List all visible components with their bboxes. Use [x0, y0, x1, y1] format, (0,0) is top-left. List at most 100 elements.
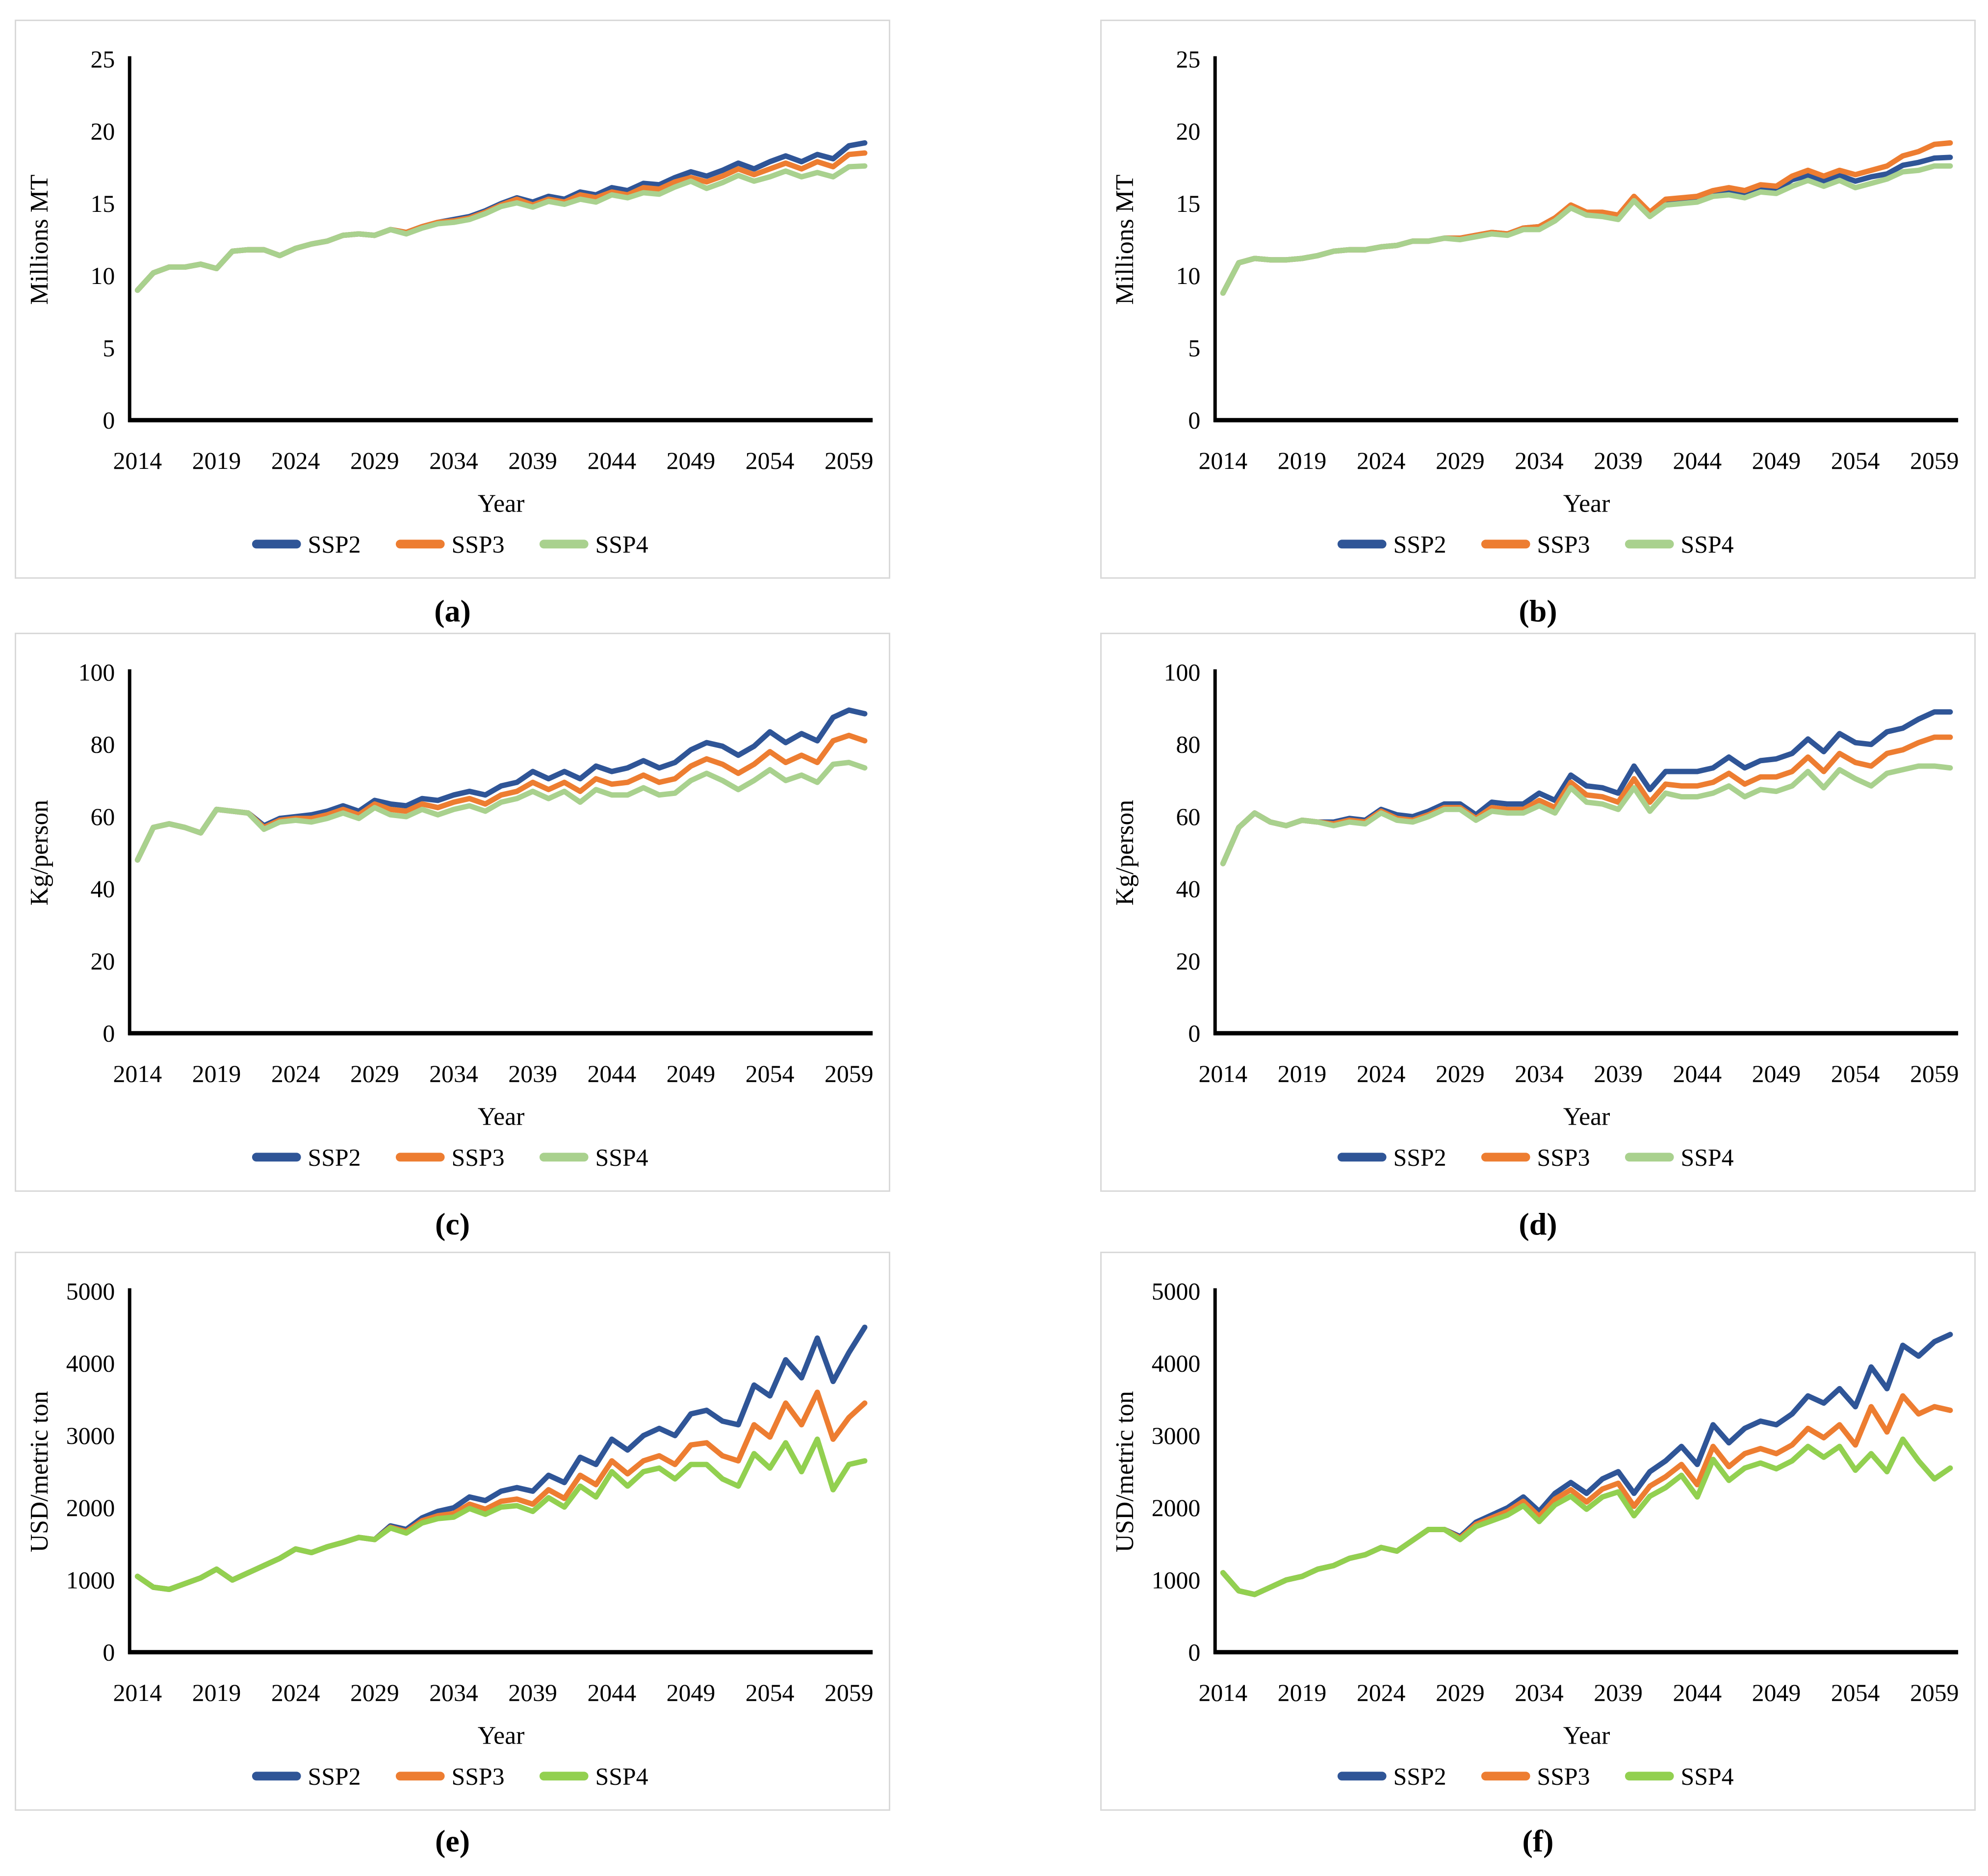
- legend-swatch-SSP3: [1481, 1772, 1530, 1781]
- chart-panel-d: 0 20 40 60 80 100 2014 2019 2024 2029 2034 2039 2044…: [1100, 633, 1976, 1192]
- legend-label-SSP4: SSP4: [595, 531, 648, 558]
- legend-swatch-SSP4: [539, 540, 589, 549]
- x-tick-label: 2019: [192, 1679, 241, 1706]
- series-line-SSP3: [1220, 140, 1953, 296]
- y-tick-label: 0: [103, 1020, 115, 1047]
- series-line-SSP4: [1220, 163, 1953, 296]
- x-axis-title: Year: [1563, 1722, 1610, 1750]
- x-axis-title: Year: [478, 490, 524, 518]
- x-tick-label: 2034: [429, 1060, 478, 1087]
- x-tick-label: 2024: [271, 447, 320, 474]
- chart-panel-f: 0 1000 2000 3000 4000 5000 2014 2019 2024 2029 203…: [1100, 1252, 1976, 1811]
- legend-swatch-SSP4: [539, 1772, 589, 1781]
- legend-label-SSP2: SSP2: [308, 1763, 361, 1790]
- x-tick-label: 2044: [587, 1060, 636, 1087]
- x-tick-label: 2024: [271, 1679, 320, 1706]
- line-chart-d: 0 20 40 60 80 100 2014 2019 2024 2029 2034 2039 2044…: [1111, 659, 1959, 1171]
- x-tick-label: 2014: [113, 447, 162, 474]
- x-tick-label: 2034: [1515, 1060, 1564, 1087]
- y-tick-label: 10: [1176, 262, 1201, 289]
- legend-label-SSP4: SSP4: [1681, 531, 1734, 558]
- legend-label-SSP3: SSP3: [452, 1763, 505, 1790]
- x-tick-label: 2054: [1831, 1060, 1880, 1087]
- y-axis-title: Kg/person: [1111, 800, 1139, 906]
- legend-swatch-SSP2: [252, 1772, 301, 1781]
- y-tick-label: 0: [103, 1639, 115, 1666]
- y-tick-label: 60: [91, 803, 115, 830]
- line-chart-b: 0 5 10 15 20 25 2014 2019 2024 2029 2034 2039 2044 20…: [1111, 46, 1959, 558]
- chart-panel-e: 0 1000 2000 3000 4000 5000 2014 2019 2024 2029 203…: [15, 1252, 890, 1811]
- y-tick-label: 25: [1176, 46, 1201, 73]
- chart-panel-c: 0 20 40 60 80 100 2014 2019 2024 2029 2034 2039 2044…: [15, 633, 890, 1192]
- chart-caption-f: (f): [1522, 1824, 1554, 1858]
- series-line-SSP4: [1220, 1436, 1953, 1597]
- legend-swatch-SSP2: [1337, 1772, 1387, 1781]
- legend-label-SSP3: SSP3: [452, 1144, 505, 1171]
- y-tick-label: 20: [1176, 948, 1201, 975]
- x-tick-label: 2039: [508, 1060, 557, 1087]
- legend-swatch-SSP4: [539, 1153, 589, 1162]
- x-tick-label: 2029: [1436, 1679, 1485, 1706]
- legend-swatch-SSP2: [1337, 1153, 1387, 1162]
- x-tick-label: 2034: [1515, 447, 1564, 474]
- y-tick-label: 20: [91, 948, 115, 975]
- legend-label-SSP3: SSP3: [1537, 1763, 1590, 1790]
- legend-swatch-SSP2: [252, 1153, 301, 1162]
- x-tick-label: 2054: [746, 1060, 795, 1087]
- y-tick-label: 40: [91, 875, 115, 902]
- legend-label-SSP2: SSP2: [308, 1144, 361, 1171]
- x-tick-label: 2044: [1673, 447, 1722, 474]
- legend-swatch-SSP2: [1337, 540, 1387, 549]
- legend-label-SSP4: SSP4: [1681, 1763, 1734, 1790]
- x-tick-label: 2014: [113, 1060, 162, 1087]
- x-tick-label: 2054: [1831, 1679, 1880, 1706]
- y-tick-label: 0: [103, 407, 115, 434]
- series-line-SSP4: [1220, 763, 1953, 867]
- x-axis-title: Year: [478, 1103, 524, 1131]
- x-tick-label: 2034: [429, 447, 478, 474]
- legend-swatch-SSP3: [1481, 1153, 1530, 1162]
- legend-label-SSP3: SSP3: [1537, 1144, 1590, 1171]
- x-tick-label: 2019: [1278, 1679, 1327, 1706]
- y-tick-label: 15: [91, 190, 115, 217]
- x-tick-label: 2059: [825, 447, 874, 474]
- x-tick-label: 2049: [667, 447, 716, 474]
- x-tick-label: 2039: [508, 1679, 557, 1706]
- legend-label-SSP2: SSP2: [1393, 1144, 1446, 1171]
- series-line-SSP4: [134, 163, 868, 293]
- series-line-SSP4: [134, 1436, 868, 1593]
- x-tick-label: 2049: [1752, 1679, 1801, 1706]
- y-tick-label: 0: [1188, 1639, 1200, 1666]
- x-tick-label: 2019: [1278, 447, 1327, 474]
- series-line-SSP2: [1220, 154, 1953, 296]
- x-tick-label: 2059: [1910, 1060, 1959, 1087]
- x-tick-label: 2059: [1910, 1679, 1959, 1706]
- series-line-SSP2: [1220, 1332, 1953, 1597]
- chart-caption-a: (a): [434, 593, 471, 628]
- x-tick-label: 2049: [1752, 447, 1801, 474]
- y-axis-title: Kg/person: [26, 800, 53, 906]
- legend-label-SSP3: SSP3: [1537, 531, 1590, 558]
- series-line-SSP3: [134, 732, 868, 863]
- x-axis-title: Year: [478, 1722, 524, 1750]
- y-tick-label: 2000: [1152, 1494, 1201, 1521]
- series-line-SSP2: [1220, 709, 1953, 867]
- y-tick-label: 60: [1176, 803, 1201, 830]
- chart-panel-b: 0 5 10 15 20 25 2014 2019 2024 2029 2034 2039 2044 20…: [1100, 20, 1976, 579]
- x-tick-label: 2054: [1831, 447, 1880, 474]
- x-tick-label: 2029: [1436, 447, 1485, 474]
- y-tick-label: 4000: [1152, 1350, 1201, 1377]
- legend-swatch-SSP2: [252, 540, 301, 549]
- line-chart-c: 0 20 40 60 80 100 2014 2019 2024 2029 2034 2039 2044…: [26, 659, 874, 1171]
- x-tick-label: 2039: [1594, 447, 1643, 474]
- x-tick-label: 2029: [350, 1679, 399, 1706]
- x-tick-label: 2044: [587, 447, 636, 474]
- x-tick-label: 2054: [746, 447, 795, 474]
- legend-label-SSP2: SSP2: [1393, 531, 1446, 558]
- y-tick-label: 0: [1188, 1020, 1200, 1047]
- y-tick-label: 1000: [1152, 1567, 1201, 1593]
- legend-label-SSP3: SSP3: [452, 531, 505, 558]
- x-axis-title: Year: [1563, 1103, 1610, 1131]
- y-tick-label: 40: [1176, 875, 1201, 902]
- y-tick-label: 0: [1188, 407, 1200, 434]
